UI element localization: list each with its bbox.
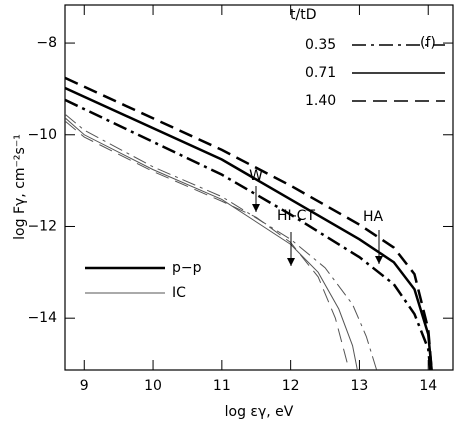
series-line <box>65 120 350 370</box>
legend-label: 0.71 <box>305 65 336 81</box>
legend-label: 0.35 <box>305 37 336 53</box>
series-line <box>65 86 433 370</box>
y-tick-label: −8 <box>36 35 57 51</box>
y-tick-label: −14 <box>27 310 57 326</box>
x-tick-label: 10 <box>144 378 162 394</box>
x-tick-label: 14 <box>419 378 437 394</box>
annotation: W <box>249 168 263 184</box>
annotation-arrowhead <box>375 256 383 264</box>
annotation: HA <box>363 209 384 225</box>
x-tick-label: 12 <box>282 378 300 394</box>
panel-label: (f) <box>420 35 436 51</box>
series-line <box>65 113 378 370</box>
y-tick-label: −12 <box>27 218 57 234</box>
legend-label: p−p <box>172 260 202 276</box>
annotation: HI-CT <box>277 208 315 224</box>
legend-label: 1.40 <box>305 93 336 109</box>
annotation-arrowhead <box>287 258 295 266</box>
series-line <box>65 98 432 370</box>
plot-frame <box>64 4 454 371</box>
annotation-arrowhead <box>252 204 260 212</box>
x-tick-label: 9 <box>80 378 89 394</box>
x-axis-label: log εγ, eV <box>225 404 294 420</box>
x-tick-label: 13 <box>351 378 369 394</box>
y-tick-label: −10 <box>27 127 57 143</box>
legend-title: t/tD <box>290 7 316 23</box>
x-tick-label: 11 <box>213 378 231 394</box>
series-line <box>65 76 433 370</box>
y-axis-label: log Fγ, cm⁻²s⁻¹ <box>12 134 28 240</box>
legend-label: IC <box>172 285 186 301</box>
